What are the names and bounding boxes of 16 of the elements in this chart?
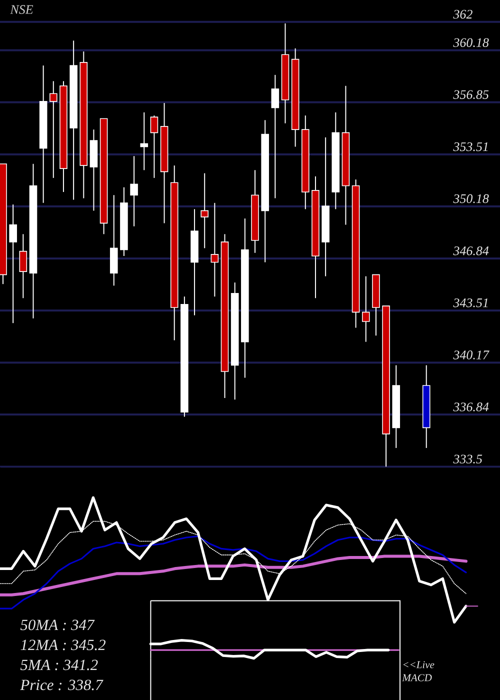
y-tick-label: 362 — [453, 10, 472, 19]
y-tick-label: 353.51 — [453, 142, 488, 152]
y-tick-label: 343.51 — [453, 298, 488, 308]
y-tick-label: 333.5 — [453, 454, 482, 464]
y-tick-label: 336.84 — [453, 402, 489, 412]
y-tick-label: 350.18 — [453, 194, 489, 204]
text: 5MA : 341.2 — [20, 660, 98, 670]
text: <<Live MACD — [402, 661, 434, 682]
text: 12MA : 345.2 — [20, 640, 106, 650]
y-tick-label: 360.18 — [453, 38, 489, 48]
y-tick-label: 356.85 — [453, 90, 489, 100]
y-tick-label: 346.84 — [453, 246, 489, 256]
text: Price : 338.7 — [20, 680, 104, 690]
chart-title: NSE — [10, 5, 34, 14]
y-tick-label: 340.17 — [453, 350, 490, 360]
annotation: 50MA : 347 — [20, 620, 95, 630]
